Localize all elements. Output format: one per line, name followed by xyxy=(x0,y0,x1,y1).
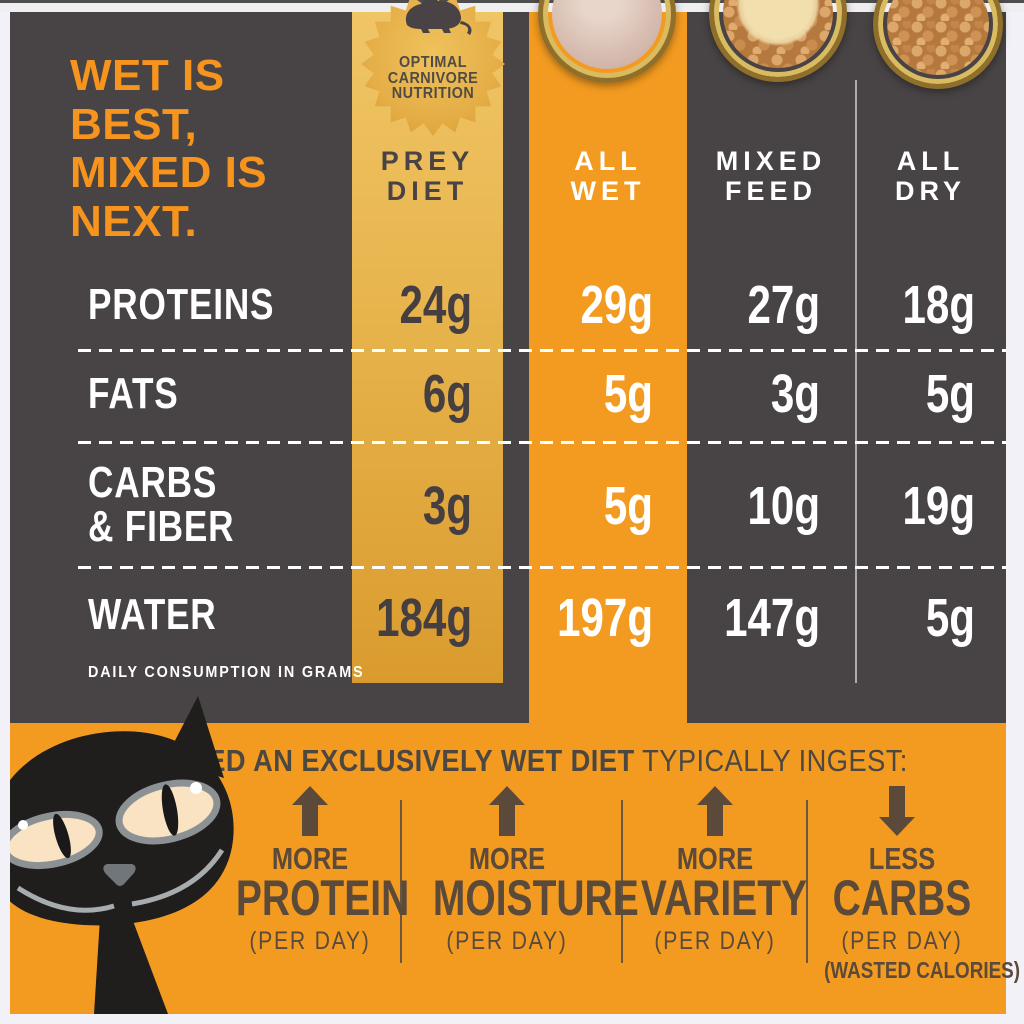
badge-line: CARNIVORE xyxy=(387,69,479,87)
column-header-line: DIET xyxy=(386,176,469,206)
dry-food-kibble xyxy=(887,0,989,75)
column-header-line: PREY xyxy=(380,146,475,176)
item-divider-line xyxy=(806,800,808,963)
item-qty-protein: MORE xyxy=(271,841,349,876)
item-nutrient-protein: PROTEIN xyxy=(235,870,410,926)
column-header-line: ALL xyxy=(574,146,642,176)
row-divider-dashed xyxy=(78,441,1006,444)
cat-neck xyxy=(94,913,168,1014)
title-line: MIXED IS xyxy=(70,148,268,197)
value-water-wet: 197g xyxy=(556,588,653,648)
all-wet-column-background xyxy=(529,12,687,723)
item-divider-line xyxy=(400,800,402,963)
badge-caption: OPTIMAL CARNIVORE NUTRITION xyxy=(360,55,506,102)
row-label-line: FATS xyxy=(88,369,179,418)
item-per-day: (PER DAY) xyxy=(841,927,963,955)
cat-smile-right xyxy=(131,848,225,907)
dry-food-bowl-image xyxy=(873,0,1003,89)
value-water-prey: 184g xyxy=(375,588,472,648)
value-carbs-prey: 3g xyxy=(422,476,472,536)
mouse-icon xyxy=(405,0,472,35)
value-proteins-wet: 29g xyxy=(580,275,653,335)
value-proteins-mixed: 27g xyxy=(747,275,820,335)
row-label-water: WATER xyxy=(88,593,217,637)
row-label-line: WATER xyxy=(88,590,217,639)
item-nutrient-variety: VARIETY xyxy=(640,870,808,926)
up-arrow-icon xyxy=(697,786,733,836)
title-line: BEST, xyxy=(70,99,198,149)
item-per-day: (PER DAY) xyxy=(654,927,776,955)
bottom-heading-rest: TYPICALLY INGEST: xyxy=(634,743,908,778)
optimal-carnivore-badge xyxy=(361,0,505,136)
column-header-line: WET xyxy=(570,176,646,206)
row-label-line: CARBS xyxy=(88,458,218,507)
value-carbs-dry: 19g xyxy=(902,476,975,536)
title-line: NEXT. xyxy=(70,196,198,246)
row-label-carbs-fiber: CARBS & FIBER xyxy=(88,461,234,549)
item-nutrient-carbs: CARBS xyxy=(832,870,972,926)
column-divider-line xyxy=(855,80,857,683)
row-divider-dashed xyxy=(78,349,1006,352)
column-header-all-dry: ALL DRY xyxy=(855,146,1006,206)
value-fats-dry: 5g xyxy=(925,364,975,424)
up-arrow-icon xyxy=(292,786,328,836)
column-header-prey-diet: PREY DIET xyxy=(352,146,503,206)
item-qty-moisture: MORE xyxy=(468,841,546,876)
value-fats-mixed: 3g xyxy=(770,364,820,424)
item-divider-line xyxy=(621,800,623,963)
column-header-mixed-feed: MIXED FEED xyxy=(687,146,855,206)
item-qty-carbs: LESS xyxy=(868,841,936,876)
down-arrow-icon xyxy=(879,786,915,836)
cat-illustration xyxy=(10,696,234,1014)
value-carbs-wet: 5g xyxy=(603,476,653,536)
cat-nose xyxy=(103,864,136,886)
row-divider-dashed xyxy=(78,566,1006,569)
item-qty-variety: MORE xyxy=(676,841,754,876)
row-label-line: PROTEINS xyxy=(88,280,275,329)
cat-left-eye xyxy=(10,810,103,870)
value-fats-wet: 5g xyxy=(603,364,653,424)
column-header-line: MIXED xyxy=(715,146,827,176)
cat-right-eye xyxy=(115,779,221,845)
title-line: WET IS xyxy=(70,51,225,100)
value-water-dry: 5g xyxy=(925,588,975,648)
value-proteins-prey: 24g xyxy=(399,275,472,335)
item-nutrient-moisture: MOISTURE xyxy=(432,870,639,926)
row-label-proteins: PROTEINS xyxy=(88,283,274,327)
column-header-line: FEED xyxy=(724,176,817,206)
column-header-all-wet: ALL WET xyxy=(529,146,687,206)
value-fats-prey: 6g xyxy=(422,364,472,424)
top-edge-line xyxy=(0,0,1024,3)
column-header-line: ALL xyxy=(896,146,965,176)
item-per-day: (PER DAY) xyxy=(446,927,568,955)
cat-smile-left xyxy=(16,885,115,913)
value-proteins-dry: 18g xyxy=(902,275,975,335)
badge-line: NUTRITION xyxy=(391,85,475,102)
table-footnote: DAILY CONSUMPTION IN GRAMS xyxy=(88,664,365,681)
mixed-food-kibble-pate xyxy=(723,0,833,68)
page-title: WET IS BEST, MIXED IS NEXT. xyxy=(70,51,268,246)
value-carbs-mixed: 10g xyxy=(747,476,820,536)
top-white-strip xyxy=(0,3,1024,12)
badge-line: OPTIMAL xyxy=(399,54,467,71)
table-panel-background xyxy=(10,12,1006,723)
up-arrow-icon xyxy=(489,786,525,836)
value-water-mixed: 147g xyxy=(723,588,820,648)
item-wasted-calories: (WASTED CALORIES) xyxy=(824,957,1021,983)
row-label-line: & FIBER xyxy=(88,502,235,551)
row-label-fats: FATS xyxy=(88,372,179,416)
wet-food-pate xyxy=(552,0,662,69)
item-per-day: (PER DAY) xyxy=(249,927,371,955)
column-header-line: DRY xyxy=(894,176,966,206)
